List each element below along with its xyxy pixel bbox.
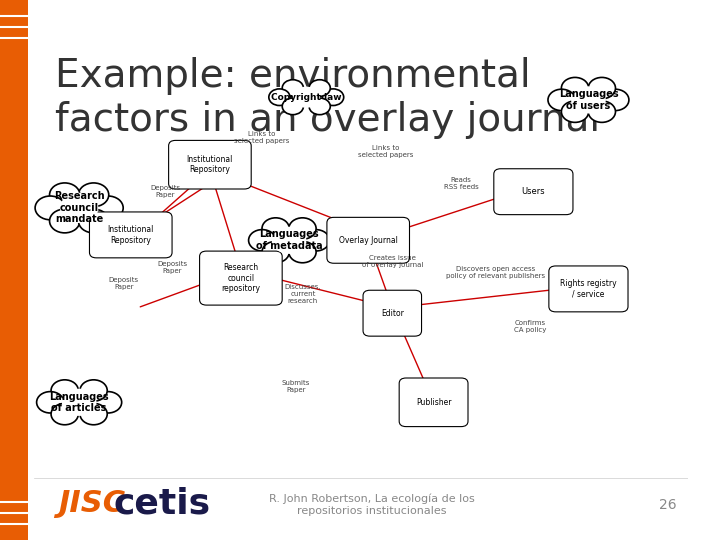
- Text: Discovers open access
policy of relevant publishers: Discovers open access policy of relevant…: [446, 266, 545, 279]
- FancyBboxPatch shape: [363, 291, 421, 336]
- Text: Languages
of articles: Languages of articles: [50, 392, 109, 413]
- Circle shape: [80, 403, 107, 425]
- Text: Links to
selected papers: Links to selected papers: [234, 131, 289, 144]
- Text: cetis: cetis: [114, 487, 211, 520]
- Text: 26: 26: [659, 498, 676, 512]
- Text: Confirms
CA policy: Confirms CA policy: [514, 320, 546, 333]
- Circle shape: [50, 183, 80, 207]
- Text: Discusses,
current
research: Discusses, current research: [284, 284, 321, 305]
- Circle shape: [60, 193, 99, 223]
- Circle shape: [289, 241, 316, 263]
- Text: Copyright law: Copyright law: [271, 93, 341, 102]
- Text: Institutional
Repository: Institutional Repository: [107, 225, 154, 245]
- Text: Deposits
Paper: Deposits Paper: [157, 261, 187, 274]
- Circle shape: [51, 380, 78, 401]
- Text: Creates issue
of overlay journal: Creates issue of overlay journal: [361, 255, 423, 268]
- FancyBboxPatch shape: [168, 140, 251, 189]
- Circle shape: [282, 98, 303, 114]
- Text: Overlay Journal: Overlay Journal: [339, 236, 397, 245]
- Text: R. John Robertson, La ecología de los
repositorios institucionales: R. John Robertson, La ecología de los re…: [269, 494, 474, 516]
- Text: Publisher: Publisher: [416, 398, 451, 407]
- Text: Links to
selected papers: Links to selected papers: [358, 145, 413, 158]
- Text: Deposits
Paper: Deposits Paper: [109, 277, 139, 290]
- Circle shape: [262, 218, 289, 239]
- Circle shape: [35, 196, 66, 220]
- Circle shape: [50, 209, 80, 233]
- Text: Submits
Paper: Submits Paper: [282, 380, 310, 393]
- Circle shape: [588, 101, 616, 123]
- Text: Example: environmental
factors in an overlay journal: Example: environmental factors in an ove…: [55, 57, 600, 139]
- Text: Editor: Editor: [381, 309, 404, 318]
- Text: Languages
of metadata: Languages of metadata: [256, 230, 323, 251]
- Text: Institutional
Repository: Institutional Repository: [186, 155, 233, 174]
- Circle shape: [78, 209, 109, 233]
- Circle shape: [323, 89, 343, 105]
- Circle shape: [248, 230, 276, 251]
- Text: JISC: JISC: [58, 489, 136, 518]
- Circle shape: [271, 227, 307, 254]
- FancyBboxPatch shape: [89, 212, 172, 258]
- Circle shape: [80, 380, 107, 401]
- Circle shape: [309, 98, 330, 114]
- Text: Research
council
mandate: Research council mandate: [54, 191, 104, 225]
- Circle shape: [293, 86, 320, 108]
- Circle shape: [93, 196, 123, 220]
- FancyBboxPatch shape: [494, 168, 573, 214]
- FancyBboxPatch shape: [549, 266, 628, 312]
- Circle shape: [289, 218, 316, 239]
- Text: Reads
RSS feeds: Reads RSS feeds: [444, 177, 479, 190]
- FancyBboxPatch shape: [199, 251, 282, 305]
- Text: Research
council
repository: Research council repository: [221, 263, 261, 293]
- Text: Languages
of users: Languages of users: [559, 89, 618, 111]
- Text: Deposits
Paper: Deposits Paper: [150, 185, 180, 198]
- Circle shape: [262, 241, 289, 263]
- Circle shape: [37, 392, 64, 413]
- Circle shape: [269, 89, 290, 105]
- Circle shape: [548, 89, 575, 111]
- Circle shape: [602, 89, 629, 111]
- Circle shape: [62, 389, 96, 416]
- Circle shape: [309, 80, 330, 96]
- Circle shape: [282, 80, 303, 96]
- Circle shape: [78, 183, 109, 207]
- FancyBboxPatch shape: [0, 0, 27, 540]
- Circle shape: [302, 230, 330, 251]
- Text: Users: Users: [521, 187, 545, 196]
- FancyBboxPatch shape: [399, 378, 468, 427]
- Circle shape: [94, 392, 122, 413]
- Circle shape: [562, 101, 589, 123]
- Circle shape: [588, 77, 616, 99]
- Text: Rights registry
/ service: Rights registry / service: [560, 279, 617, 299]
- Circle shape: [571, 86, 606, 113]
- Circle shape: [51, 403, 78, 425]
- FancyBboxPatch shape: [327, 217, 410, 263]
- Circle shape: [562, 77, 589, 99]
